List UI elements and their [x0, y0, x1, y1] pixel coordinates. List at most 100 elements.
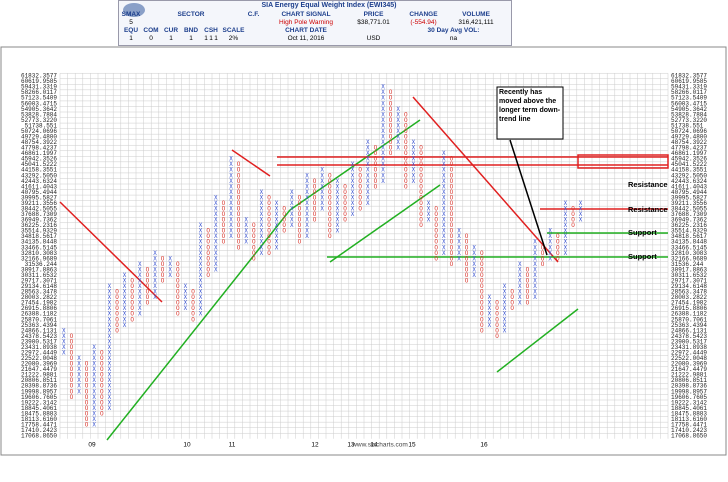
pf-box: X: [320, 206, 324, 213]
pf-box: O: [298, 206, 302, 213]
pf-box: O: [526, 289, 530, 296]
y-tick-label: 32166.9689: [21, 255, 57, 262]
pf-box: X: [396, 128, 400, 135]
pf-box: X: [123, 294, 127, 301]
pf-box: O: [252, 250, 256, 257]
pf-box: O: [556, 255, 560, 262]
pf-box: X: [62, 344, 66, 351]
pf-box: X: [214, 228, 218, 235]
y-tick-label-right: 35514.9329: [671, 228, 707, 235]
watermark: www.siacharts.com: [351, 442, 408, 449]
pf-box: X: [564, 239, 568, 246]
pf-box: O: [556, 244, 560, 251]
pf-box: X: [427, 211, 431, 218]
pf-box: X: [336, 206, 340, 213]
pf-box: X: [62, 338, 66, 345]
pf-box: O: [389, 128, 393, 135]
pf-box: X: [579, 211, 583, 218]
pf-box: X: [108, 333, 112, 340]
y-tick-label-right: 38442.5055: [671, 206, 707, 213]
pf-box: X: [396, 106, 400, 113]
pf-box: X: [564, 206, 568, 213]
pf-box: X: [108, 289, 112, 296]
pf-box: O: [161, 261, 165, 268]
pf-box: X: [275, 222, 279, 229]
pf-box: O: [85, 416, 89, 423]
pf-box: O: [130, 300, 134, 307]
pf-box: O: [358, 194, 362, 201]
pf-box: X: [108, 399, 112, 406]
pf-box: O: [434, 206, 438, 213]
pf-box: O: [374, 167, 378, 174]
pf-box: O: [191, 289, 195, 296]
pf-box: X: [290, 217, 294, 224]
cell: 1: [204, 35, 208, 42]
pf-box: O: [70, 372, 74, 379]
label: SCALE: [222, 27, 245, 34]
pf-box: O: [313, 178, 317, 185]
pf-box: O: [389, 134, 393, 141]
downtrend: [59, 201, 163, 303]
pf-box: O: [252, 244, 256, 251]
label: CHART SIGNAL: [281, 11, 331, 18]
pf-box: X: [123, 278, 127, 285]
pf-box: X: [472, 266, 476, 273]
pf-box: O: [571, 206, 575, 213]
y-tick-label: 28003.2822: [21, 294, 57, 301]
pf-box: X: [229, 200, 233, 207]
pf-box: X: [533, 261, 537, 268]
header: SIA Energy Equal Weight Index (EWI345) S…: [118, 0, 512, 46]
pf-box: X: [108, 372, 112, 379]
pf-box: O: [450, 161, 454, 168]
pf-box: X: [533, 289, 537, 296]
pf-box: O: [450, 206, 454, 213]
pf-box: O: [480, 283, 484, 290]
pf-box: O: [419, 206, 423, 213]
pf-box: O: [389, 150, 393, 157]
pf-box: X: [564, 222, 568, 229]
pf-box: X: [564, 200, 568, 207]
y-tick-label: 19222.3142: [21, 399, 57, 406]
y-tick-label: 40795.4944: [21, 189, 57, 196]
pf-box: X: [488, 300, 492, 307]
pf-box: X: [366, 167, 370, 174]
pf-box: X: [320, 178, 324, 185]
pf-box: O: [419, 211, 423, 218]
pf-box: X: [92, 355, 96, 362]
pf-box: O: [419, 172, 423, 179]
pf-box: O: [358, 200, 362, 207]
y-tick-label-right: 45942.3526: [671, 156, 707, 163]
pf-box: O: [328, 211, 332, 218]
pf-box: X: [214, 206, 218, 213]
pf-box: O: [237, 239, 241, 246]
pf-box: O: [450, 156, 454, 163]
pf-box: O: [130, 289, 134, 296]
pf-box: O: [237, 233, 241, 240]
pf-box: X: [396, 111, 400, 118]
pf-box: O: [70, 338, 74, 345]
pf-box: O: [313, 189, 317, 196]
pf-box: X: [381, 139, 385, 146]
pf-box: X: [214, 239, 218, 246]
y-tick-label: 19606.7605: [21, 394, 57, 401]
y-tick-label-right: 37688.7309: [671, 211, 707, 218]
pf-box: X: [533, 244, 537, 251]
y-tick-label: 29134.6148: [21, 283, 57, 290]
y-tick-label-right: 58266.0117: [671, 89, 707, 96]
y-tick-label: 44158.3551: [21, 167, 57, 174]
pf-box: O: [191, 294, 195, 301]
title: SIA Energy Equal Weight Index (EWI345): [261, 2, 397, 9]
pf-box: X: [442, 178, 446, 185]
y-tick-label: 20806.8511: [21, 377, 57, 384]
pf-box: O: [222, 206, 226, 213]
